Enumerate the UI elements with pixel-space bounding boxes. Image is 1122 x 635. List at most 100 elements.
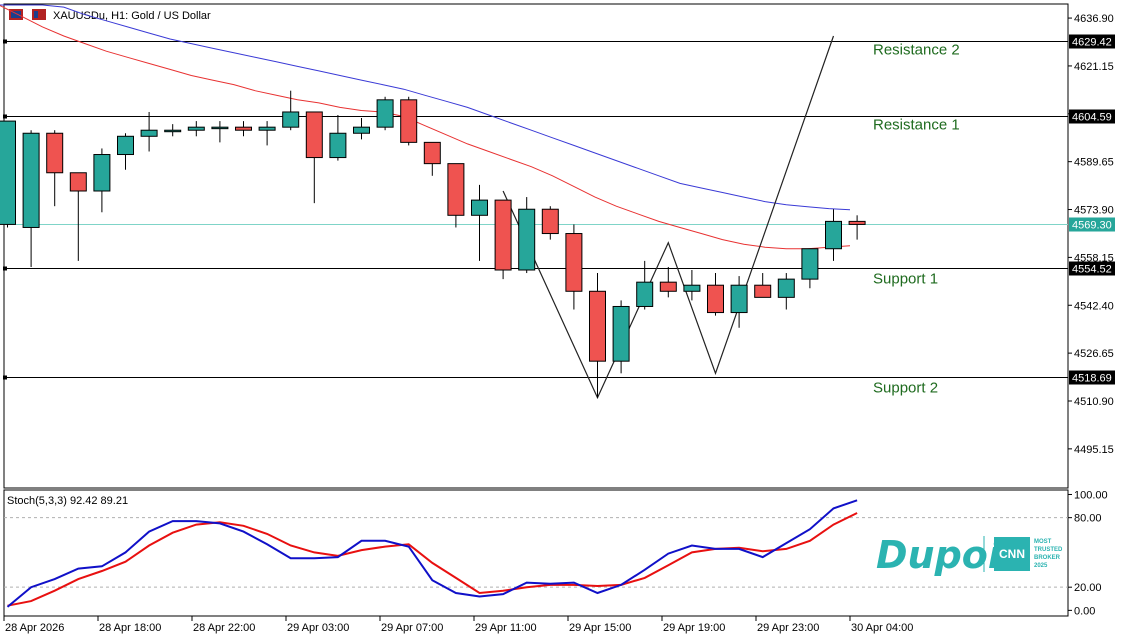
candle <box>140 111 158 152</box>
candle <box>376 96 394 131</box>
time-tick-label: 30 Apr 04:00 <box>851 622 913 634</box>
price-tick-label: 4621.15 <box>1074 61 1114 73</box>
candle-body-bull <box>164 129 182 133</box>
candle-body-bull <box>329 132 347 159</box>
level-price-tag-text: 4629.42 <box>1072 37 1112 49</box>
price-axis: 4636.904621.154605.404589.654573.904558.… <box>1068 13 1114 456</box>
level-price-tag <box>1069 34 1115 49</box>
candle-body-bull <box>353 126 370 134</box>
badge-line-2: TRUSTED <box>1034 547 1063 553</box>
candle-body-bull <box>22 132 40 228</box>
candle <box>93 148 111 213</box>
level-price-tag-text: 4604.59 <box>1072 112 1112 124</box>
candle <box>400 96 418 146</box>
candle <box>659 266 677 298</box>
time-tick-label: 29 Apr 19:00 <box>663 622 725 634</box>
time-tick-label: 29 Apr 07:00 <box>381 622 443 634</box>
zigzag-line <box>502 35 835 400</box>
level-price-tag <box>1069 109 1115 124</box>
candle <box>211 121 229 143</box>
candle-body-bear <box>541 208 559 235</box>
candle <box>447 163 465 228</box>
moving-averages <box>0 4 851 250</box>
level-price-tag <box>1069 261 1115 276</box>
candle <box>353 118 370 140</box>
price-pane[interactable] <box>3 3 1069 489</box>
candle-body-bull <box>636 281 654 307</box>
stoch-tick-label: 20.00 <box>1074 582 1102 594</box>
stoch-main-line <box>6 499 858 608</box>
time-tick-label: 29 Apr 03:00 <box>287 622 349 634</box>
candle-body-bear <box>589 290 606 362</box>
candle <box>707 273 724 316</box>
candle <box>46 130 64 207</box>
ma-fast-line <box>0 5 851 250</box>
candle-body-bear <box>235 126 252 131</box>
candle-body-bear <box>659 281 677 292</box>
time-tick-label: 28 Apr 18:00 <box>99 622 161 634</box>
candle-body-bull <box>258 126 276 131</box>
candle-body-bear <box>848 220 866 225</box>
current-price-tag-text: 4569.30 <box>1072 220 1112 232</box>
level-price-tag-text: 4554.52 <box>1072 264 1112 276</box>
level-anchor <box>3 114 7 119</box>
symbol-header: XAUUSDu, H1: Gold / US Dollar <box>9 9 211 22</box>
time-tick-label: 29 Apr 11:00 <box>475 622 537 634</box>
candle-body-bull <box>612 305 630 362</box>
time-tick-label: 29 Apr 15:00 <box>569 622 631 634</box>
cnn-badge-mark: CNN <box>999 547 1025 561</box>
candle <box>305 111 323 204</box>
candle <box>282 90 300 131</box>
candle-body-bull <box>140 129 158 137</box>
candle <box>801 248 819 289</box>
current-price-line: 4569.30 <box>4 217 1115 232</box>
level-anchor <box>3 39 7 44</box>
level-label: Support 2 <box>873 380 938 397</box>
candle-body-bear <box>305 111 323 159</box>
price-tick-label: 4636.90 <box>1074 13 1114 25</box>
candle <box>164 124 182 137</box>
price-tick-label: 4542.40 <box>1074 300 1114 312</box>
candle <box>541 206 559 240</box>
candle-body-bear <box>46 132 64 174</box>
candle <box>518 197 536 274</box>
flag-icon-eu <box>9 9 23 20</box>
price-tick-label: 4526.65 <box>1074 348 1114 360</box>
price-tick-label: 4573.90 <box>1074 205 1114 217</box>
candle <box>612 300 630 374</box>
time-tick-label: 29 Apr 23:00 <box>757 622 819 634</box>
candle-body-bear <box>400 99 418 143</box>
candle-body-bear <box>69 172 87 192</box>
horizontal-levels: 4629.42 Resistance 2 4604.59 Resistance 1 45… <box>3 34 1115 397</box>
candle <box>187 121 205 137</box>
price-tick-label: 4589.65 <box>1074 157 1114 169</box>
stoch-tick-label: 100.00 <box>1074 489 1108 501</box>
price-tick-label: 4558.15 <box>1074 252 1114 264</box>
candle-body-bull <box>471 199 488 216</box>
candle <box>471 184 488 261</box>
candle-body-bear <box>565 233 583 292</box>
stochastic-lines <box>6 499 858 608</box>
candle-body-bull <box>0 120 16 225</box>
candle <box>22 130 40 267</box>
candle <box>636 260 654 310</box>
candle <box>494 199 512 280</box>
candle <box>777 273 795 310</box>
candle-body-bull <box>211 126 229 130</box>
zigzag-pattern <box>502 35 835 400</box>
candle <box>423 141 441 176</box>
candle-body-bull <box>518 208 536 271</box>
candle <box>329 115 347 161</box>
stoch-pane[interactable] <box>3 489 1069 617</box>
level-label: Resistance 2 <box>873 42 960 59</box>
candle-body-bull <box>187 126 205 131</box>
candle-body-bear <box>754 284 772 298</box>
time-tick-label: 28 Apr 22:00 <box>193 622 255 634</box>
ma-slow-line <box>0 4 851 211</box>
badge-line-4: 2025 <box>1034 563 1048 569</box>
badge-line-1: MOST <box>1034 539 1052 545</box>
candle <box>848 215 866 240</box>
time-axis: 28 Apr 2026 28 Apr 18:00 28 Apr 22:00 29 Ap… <box>3 616 913 634</box>
candle <box>69 172 87 261</box>
